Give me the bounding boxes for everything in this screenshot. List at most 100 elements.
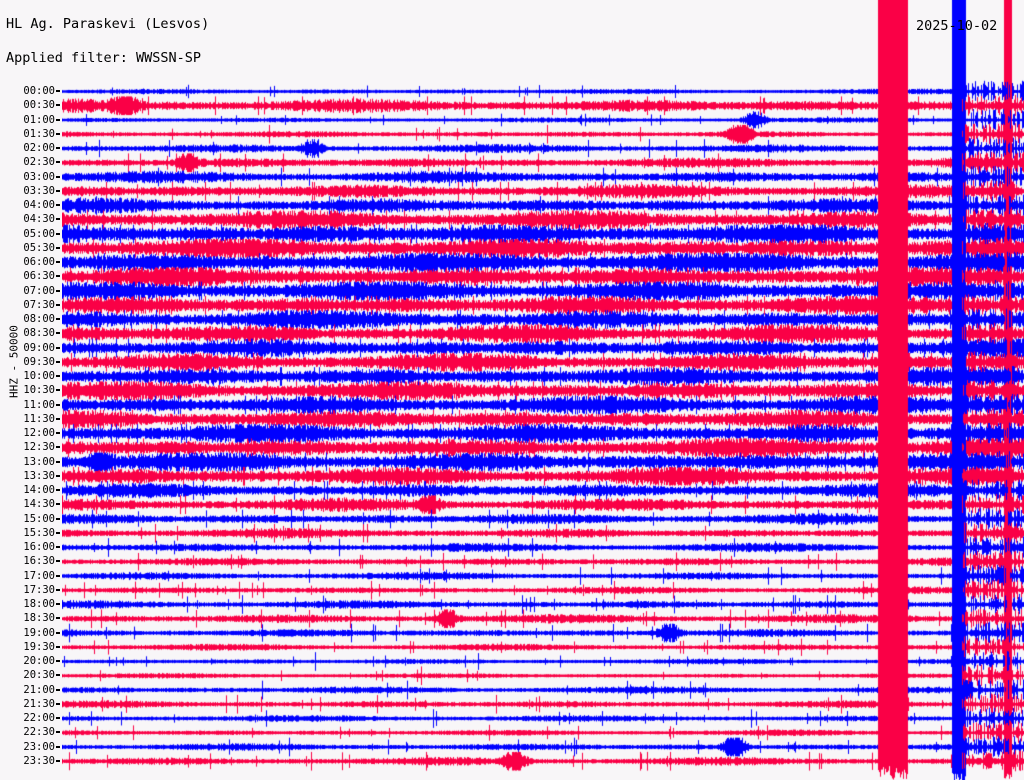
- time-label: 17:00: [23, 569, 55, 582]
- time-tick: [56, 346, 60, 349]
- time-tick: [56, 617, 60, 620]
- time-tick: [56, 631, 60, 634]
- time-label: 08:00: [23, 313, 55, 325]
- time-tick: [56, 546, 60, 548]
- time-label: 10:30: [23, 384, 55, 397]
- time-axis: 00:00 00:30 01:00 01:30 02:00 02:30 03:00 03:30…: [0, 0, 55, 780]
- record-date: 2025-10-02: [916, 18, 998, 34]
- time-label: 16:30: [23, 555, 55, 568]
- time-tick: [56, 560, 60, 563]
- time-label: 21:30: [23, 697, 55, 710]
- time-label: 09:30: [23, 355, 55, 368]
- time-tick: [56, 417, 60, 420]
- seismic-traces: [62, 0, 1024, 780]
- time-label: 02:30: [23, 156, 55, 169]
- time-tick: [56, 731, 60, 734]
- time-label: 12:00: [23, 427, 55, 439]
- time-label: 13:30: [23, 469, 55, 482]
- time-label: 01:30: [23, 127, 55, 140]
- time-tick: [56, 759, 60, 762]
- time-tick: [56, 688, 60, 691]
- time-tick: [56, 360, 60, 363]
- time-tick: [56, 303, 60, 306]
- time-label: 04:00: [23, 199, 55, 211]
- time-label: 14:30: [23, 498, 55, 511]
- time-label: 13:00: [23, 455, 55, 468]
- time-tick: [56, 745, 60, 748]
- time-label: 19:00: [23, 626, 55, 639]
- time-tick: [56, 660, 60, 662]
- time-label: 15:00: [23, 512, 55, 525]
- time-label: 04:30: [23, 213, 55, 226]
- time-label: 00:00: [23, 85, 55, 97]
- time-tick: [56, 460, 60, 463]
- time-tick: [56, 318, 60, 320]
- time-tick: [56, 189, 60, 192]
- time-label: 20:00: [23, 655, 55, 667]
- time-tick: [56, 147, 60, 149]
- time-label: 00:30: [23, 99, 55, 112]
- time-label: 11:30: [23, 412, 55, 425]
- time-label: 23:00: [23, 740, 55, 753]
- time-tick: [56, 432, 60, 434]
- time-tick: [56, 403, 60, 406]
- time-tick: [56, 503, 60, 506]
- time-tick: [56, 132, 60, 135]
- time-label: 15:30: [23, 526, 55, 539]
- time-tick: [56, 246, 60, 249]
- time-label: 21:00: [23, 683, 55, 696]
- time-label: 02:00: [23, 142, 55, 154]
- time-label: 05:00: [23, 227, 55, 240]
- time-tick: [56, 161, 60, 164]
- time-tick: [56, 474, 60, 477]
- time-label: 01:00: [23, 113, 55, 126]
- time-label: 17:30: [23, 583, 55, 596]
- time-label: 08:30: [23, 327, 55, 340]
- time-tick: [56, 261, 60, 263]
- time-label: 20:30: [23, 669, 55, 682]
- helicorder-plot: [62, 0, 1024, 780]
- time-tick: [56, 517, 60, 520]
- time-tick: [56, 603, 60, 605]
- time-label: 22:30: [23, 726, 55, 739]
- time-label: 16:00: [23, 541, 55, 553]
- time-tick: [56, 588, 60, 591]
- time-label: 23:30: [23, 754, 55, 767]
- time-tick: [56, 118, 60, 121]
- time-label: 06:00: [23, 256, 55, 268]
- time-label: 07:00: [23, 284, 55, 297]
- time-tick: [56, 204, 60, 206]
- time-label: 03:30: [23, 184, 55, 197]
- time-label: 05:30: [23, 241, 55, 254]
- time-tick: [56, 175, 60, 178]
- time-label: 14:00: [23, 484, 55, 496]
- time-label: 18:00: [23, 598, 55, 610]
- time-tick: [56, 717, 60, 719]
- time-label: 09:00: [23, 341, 55, 354]
- time-tick: [56, 375, 60, 377]
- time-tick: [56, 275, 60, 278]
- time-tick: [56, 645, 60, 648]
- time-tick: [56, 90, 60, 92]
- time-label: 18:30: [23, 612, 55, 625]
- time-tick: [56, 531, 60, 534]
- time-label: 22:00: [23, 712, 55, 724]
- time-tick: [56, 218, 60, 221]
- time-label: 12:30: [23, 441, 55, 454]
- time-tick: [56, 389, 60, 392]
- time-label: 11:00: [23, 398, 55, 411]
- time-tick: [56, 489, 60, 491]
- time-tick: [56, 674, 60, 677]
- time-label: 19:30: [23, 640, 55, 653]
- time-label: 10:00: [23, 370, 55, 382]
- time-tick: [56, 104, 60, 107]
- time-tick: [56, 574, 60, 577]
- time-tick: [56, 702, 60, 705]
- time-label: 06:30: [23, 270, 55, 283]
- time-tick: [56, 289, 60, 292]
- time-label: 07:30: [23, 298, 55, 311]
- time-tick: [56, 446, 60, 449]
- time-tick: [56, 332, 60, 335]
- time-tick: [56, 232, 60, 235]
